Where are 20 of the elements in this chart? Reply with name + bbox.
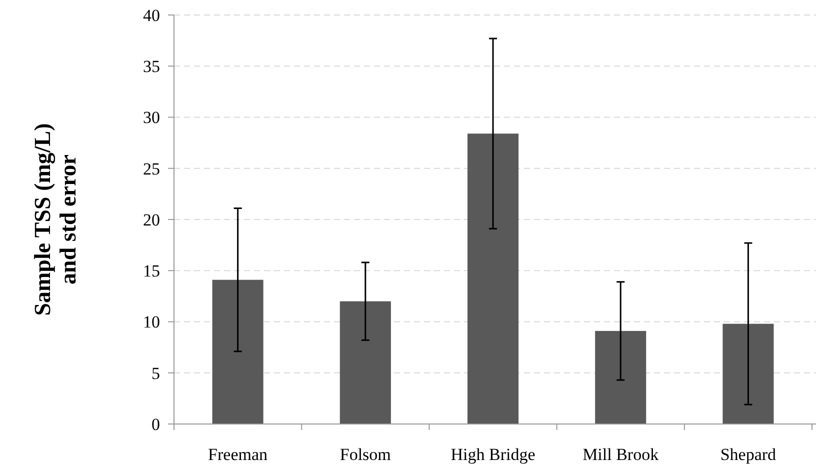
- x-tick-label: Shepard: [720, 445, 777, 464]
- y-tick-label: 0: [152, 414, 160, 434]
- bar: [340, 301, 391, 424]
- x-tick-label: Freeman: [208, 445, 268, 464]
- x-tick-label: Folsom: [340, 445, 391, 464]
- x-tick-label: High Bridge: [450, 445, 536, 464]
- y-tick-label: 40: [143, 6, 160, 25]
- y-axis-title: Sample TSS (mg/L) and std error: [30, 123, 80, 316]
- bar: [212, 280, 264, 424]
- y-tick-label: 5: [152, 364, 160, 383]
- bar: [595, 330, 646, 424]
- bar: [722, 324, 774, 424]
- y-tick-label: 35: [143, 57, 160, 76]
- y-tick-label: 25: [143, 159, 160, 178]
- y-tick-label: 30: [143, 108, 160, 128]
- bar: [467, 134, 519, 424]
- y-tick-label: 10: [143, 312, 160, 332]
- y-tick-label: 20: [143, 210, 160, 230]
- x-tick-label: Mill Brook: [582, 445, 660, 464]
- y-tick-label: 15: [143, 262, 160, 281]
